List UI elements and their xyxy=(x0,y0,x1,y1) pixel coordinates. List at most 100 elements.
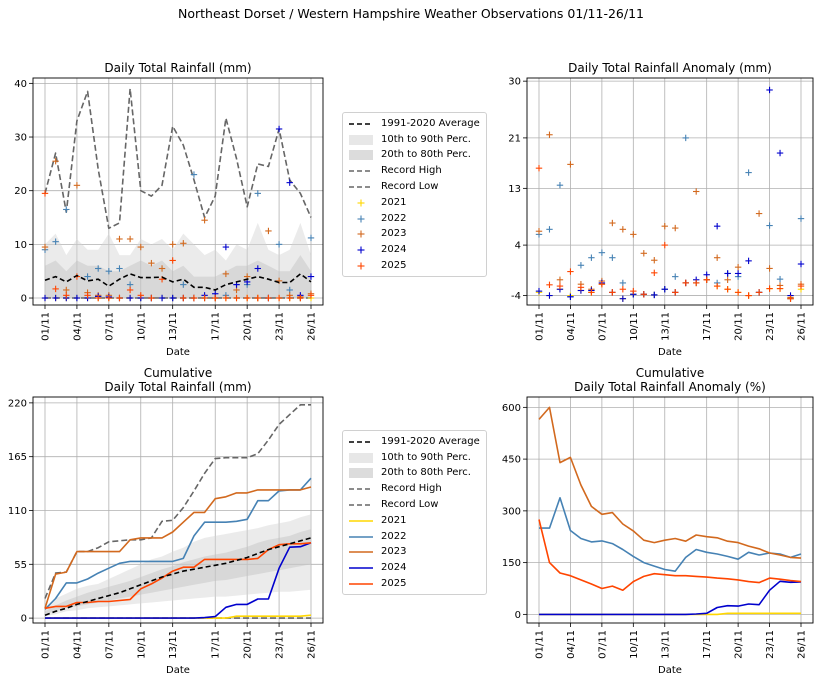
point-2023 xyxy=(222,270,230,278)
x-tick-label: 13/11 xyxy=(168,630,179,659)
point-2024 xyxy=(713,222,721,230)
legend-item: 10th to 90th Perc. xyxy=(349,450,480,466)
point-2023 xyxy=(180,240,187,247)
point-2025 xyxy=(556,282,564,290)
point-2022 xyxy=(63,206,70,213)
point-2025 xyxy=(126,286,134,294)
x-tick-label: 04/11 xyxy=(566,630,577,659)
legend-swatch xyxy=(349,500,373,510)
x-tick-label: 26/11 xyxy=(307,630,318,659)
point-2025 xyxy=(546,281,553,289)
legend-swatch xyxy=(349,547,373,557)
point-2022 xyxy=(577,262,585,269)
legend-item: 2022 xyxy=(349,529,480,545)
x-axis-label: Date xyxy=(658,347,682,358)
point-2023 xyxy=(630,231,637,238)
legend-swatch xyxy=(349,214,373,224)
point-2023 xyxy=(116,235,123,243)
series-line-2025 xyxy=(44,542,312,610)
legend-item: 1991-2020 Average xyxy=(349,116,480,132)
x-tick-label: 07/11 xyxy=(597,630,608,659)
x-tick-label: 17/11 xyxy=(702,630,713,659)
y-tick-label: 300 xyxy=(502,506,521,517)
legend-label: 2024 xyxy=(381,562,407,574)
legend-label: 2022 xyxy=(381,530,407,542)
legend-cumulative: 1991-2020 Average 10th to 90th Perc. 20th … xyxy=(342,430,487,595)
legend-swatch xyxy=(349,150,373,161)
legend-item: 20th to 80th Perc. xyxy=(349,466,480,482)
chart-title: Daily Total Rainfall (mm) xyxy=(104,61,251,75)
record-high-line xyxy=(44,87,312,230)
band-20-80 xyxy=(45,529,311,615)
y-tick-label: 220 xyxy=(8,398,27,409)
x-tick-label: 23/11 xyxy=(275,312,286,341)
axes-frame xyxy=(526,77,814,306)
point-2024 xyxy=(734,270,742,277)
x-tick-label: 20/11 xyxy=(243,630,254,659)
legend-item: 2025 xyxy=(349,258,480,274)
x-tick-label: 10/11 xyxy=(136,312,147,341)
legend-label: 10th to 90th Perc. xyxy=(381,133,471,145)
point-2022 xyxy=(609,254,616,261)
point-2025 xyxy=(797,282,805,290)
x-tick-label: 23/11 xyxy=(765,312,776,341)
x-tick-label: 17/11 xyxy=(211,630,222,659)
legend-item: 2024 xyxy=(349,560,480,576)
y-tick-label: 21 xyxy=(508,133,521,144)
point-2024 xyxy=(745,257,752,265)
daily-anomaly-chart: -4 4 13 21 30 01/11 04/11 07/11 10/11 13/11 17/11 2… xyxy=(508,61,814,358)
point-2023 xyxy=(609,219,616,227)
point-2024 xyxy=(222,243,230,251)
point-2022 xyxy=(84,273,91,280)
legend-item: 2025 xyxy=(349,576,480,592)
y-tick-label: 0 xyxy=(21,294,27,305)
point-2025 xyxy=(766,285,773,292)
x-tick-label: 23/11 xyxy=(765,630,776,659)
point-2022 xyxy=(190,171,198,178)
y-tick-label: 600 xyxy=(502,403,521,414)
plot-area xyxy=(44,404,312,619)
legend-label: 1991-2020 Average xyxy=(381,117,480,129)
x-tick-label: 04/11 xyxy=(72,630,83,659)
point-2022 xyxy=(254,190,261,197)
y-tick-label: 450 xyxy=(502,455,521,466)
legend-label: 2022 xyxy=(381,212,407,224)
point-2022 xyxy=(180,281,187,288)
point-2025 xyxy=(724,286,731,293)
point-2022 xyxy=(682,134,689,142)
point-2023 xyxy=(126,235,134,243)
point-2024 xyxy=(567,293,574,301)
x-tick-label: 07/11 xyxy=(597,312,608,341)
legend-swatch xyxy=(349,516,373,526)
series-line-2024 xyxy=(539,580,802,616)
legend-label: 2024 xyxy=(381,244,407,256)
point-2022 xyxy=(766,222,773,229)
point-2023 xyxy=(52,157,59,165)
point-2025 xyxy=(180,294,187,302)
legend-swatch xyxy=(349,532,373,542)
point-2024 xyxy=(169,294,176,302)
point-2023 xyxy=(158,265,166,272)
point-2023 xyxy=(265,227,272,235)
point-2022 xyxy=(745,169,752,176)
chart-title: Daily Total Rainfall Anomaly (mm) xyxy=(568,61,772,75)
plot-area xyxy=(538,406,802,616)
point-2022 xyxy=(126,281,134,288)
cumulative-rainfall-chart: 0 55 110 165 220 01/11 04/11 07/11 10/11 13/11 17/… xyxy=(8,366,324,676)
legend-swatch xyxy=(349,468,373,479)
x-tick-label: 20/11 xyxy=(734,630,745,659)
legend-item: 2023 xyxy=(349,545,480,561)
x-axis-label: Date xyxy=(658,665,682,676)
point-2025 xyxy=(148,294,155,302)
point-2024 xyxy=(619,295,627,302)
legend-label: 1991-2020 Average xyxy=(381,435,480,447)
x-axis-label: Date xyxy=(166,347,190,358)
point-2025 xyxy=(609,289,616,296)
point-2025 xyxy=(734,289,742,296)
point-2025 xyxy=(84,292,91,299)
point-2024 xyxy=(546,292,553,299)
point-2025 xyxy=(52,285,59,293)
x-tick-label: 17/11 xyxy=(702,312,713,341)
axes-frame xyxy=(32,396,324,624)
y-tick-label: 30 xyxy=(508,77,521,88)
